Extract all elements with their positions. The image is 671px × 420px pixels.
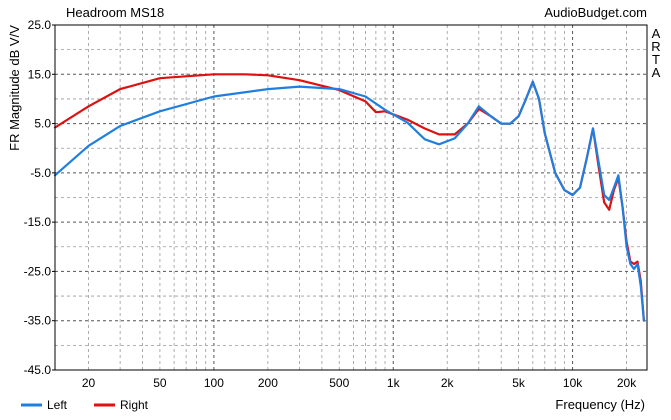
chart-title: Headroom MS18	[66, 5, 164, 20]
x-tick-label: 5k	[512, 376, 526, 390]
y-tick-label: 25.0	[28, 18, 52, 32]
legend: Left Right	[21, 398, 149, 412]
x-tick-label: 200	[258, 376, 278, 390]
legend-label-left: Left	[47, 398, 68, 412]
brand-label: AudioBudget.com	[544, 5, 647, 20]
plot-frame	[54, 24, 648, 371]
x-axis-label: Frequency (Hz)	[555, 397, 645, 412]
side-label-letter: A	[652, 26, 661, 41]
y-tick-label: -25.0	[24, 264, 52, 278]
x-tick-labels: 20 50 100 200 500 1k 2k 5k 10k 20k	[82, 376, 637, 390]
x-tick-label: 100	[204, 376, 224, 390]
x-tick-label: 10k	[563, 376, 583, 390]
grid	[55, 25, 647, 370]
x-tick-label: 20k	[617, 376, 637, 390]
side-label-letter: R	[651, 39, 660, 54]
x-tick-label: 50	[153, 376, 167, 390]
series-layer	[53, 73, 646, 322]
y-tick-label: -35.0	[24, 314, 52, 328]
x-tick-label: 20	[82, 376, 96, 390]
x-tick-label: 2k	[441, 376, 455, 390]
y-tick-label: -45.0	[24, 363, 52, 377]
y-tick-label: -5.0	[30, 166, 51, 180]
y-tick-labels: 25.0 15.0 5.0 -5.0 -15.0 -25.0 -35.0 -45.0	[24, 18, 55, 377]
x-tick-label: 500	[329, 376, 349, 390]
side-label-letter: A	[652, 65, 661, 80]
side-label: A R T A	[651, 26, 660, 80]
y-tick-label: -15.0	[24, 215, 52, 229]
side-label-letter: T	[652, 52, 660, 67]
x-tick-label: 1k	[387, 376, 401, 390]
y-tick-label: 15.0	[28, 67, 52, 81]
y-axis-label: FR Magnitude dB V/V	[7, 25, 22, 151]
series-line-left	[53, 80, 646, 322]
y-tick-label: 5.0	[34, 117, 51, 131]
legend-label-right: Right	[120, 398, 149, 412]
